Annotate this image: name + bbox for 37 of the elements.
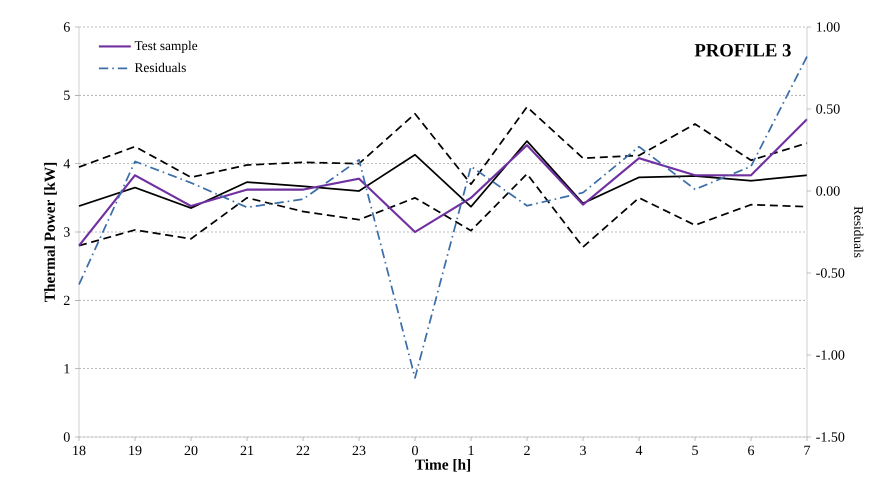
x-tick-label: 5 — [692, 446, 698, 456]
legend-label: Test sample — [134, 40, 198, 53]
x-tick-label: 6 — [748, 446, 754, 456]
y2-tick-label: -1.00 — [816, 350, 844, 360]
legend-label: Residuals — [134, 62, 186, 72]
x-tick-label: 23 — [352, 446, 366, 456]
x-axis-title: Time [h] — [415, 458, 470, 472]
y-tick-label: 3 — [64, 227, 70, 237]
y2-tick-label: 0.00 — [816, 186, 840, 196]
x-tick-label: 1 — [468, 446, 474, 455]
y2-tick-label: -0.50 — [816, 268, 844, 278]
y-tick-label: 4 — [64, 159, 70, 168]
y-axis-title: Thermal Power [kW] — [44, 162, 57, 302]
y-tick-label: 1 — [64, 364, 70, 374]
line-series — [78, 106, 808, 186]
x-tick-label: 4 — [636, 446, 642, 455]
y-tick-label: 6 — [64, 22, 70, 32]
line-series — [78, 118, 808, 247]
y2-tick-label: 0.50 — [816, 104, 840, 114]
x-tick-label: 7 — [804, 446, 810, 455]
y-tick-label: 5 — [64, 90, 70, 100]
text: PROFILE 3 — [694, 44, 791, 57]
y2-axis-title: Residuals — [854, 206, 864, 258]
line-series — [78, 140, 808, 209]
y2-tick-label: -1.50 — [816, 432, 844, 442]
x-tick-label: 2 — [524, 446, 530, 455]
x-tick-label: 18 — [73, 446, 86, 456]
y-tick-label: 0 — [64, 432, 70, 442]
x-tick-label: 3 — [580, 446, 586, 456]
x-tick-label: 20 — [184, 446, 198, 456]
line-series — [78, 56, 808, 379]
y-tick-label: 2 — [64, 296, 70, 305]
x-tick-label: 0 — [412, 446, 418, 456]
x-tick-label: 19 — [129, 446, 142, 456]
y2-tick-label: 1.00 — [816, 22, 840, 32]
x-tick-label: 21 — [240, 446, 254, 455]
x-tick-label: 22 — [296, 446, 310, 455]
